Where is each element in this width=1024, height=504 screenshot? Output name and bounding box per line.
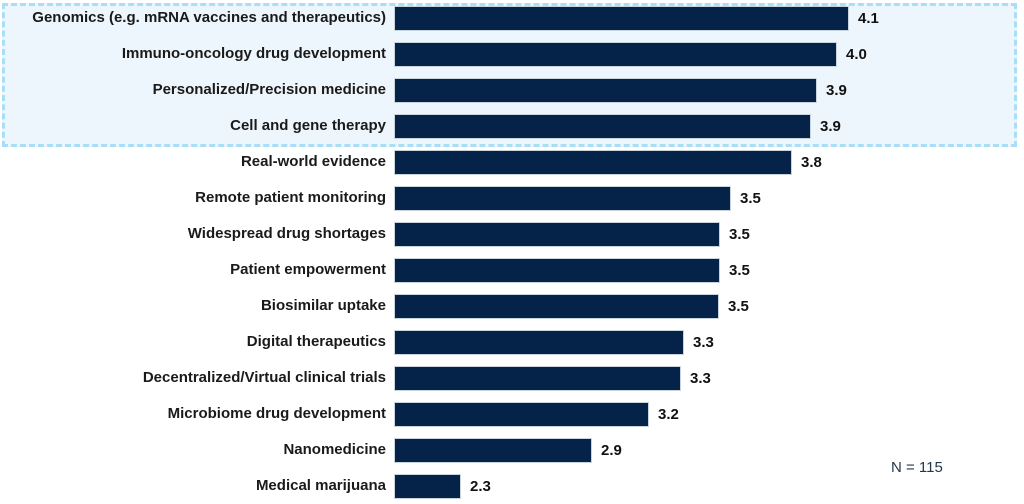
chart-row: Microbiome drug development 3.2 bbox=[0, 396, 1024, 432]
category-label: Cell and gene therapy bbox=[230, 117, 386, 135]
sample-size-label: N = 115 bbox=[891, 459, 943, 476]
value-label: 3.5 bbox=[728, 297, 749, 315]
chart-row: Digital therapeutics 3.3 bbox=[0, 324, 1024, 360]
chart-row: Nanomedicine 2.9 bbox=[0, 432, 1024, 468]
value-label: 3.5 bbox=[729, 261, 750, 279]
category-label: Nanomedicine bbox=[283, 441, 386, 459]
value-label: 3.9 bbox=[826, 81, 847, 99]
chart-row: Biosimilar uptake 3.5 bbox=[0, 288, 1024, 324]
value-label: 4.0 bbox=[846, 45, 867, 63]
chart-row: Patient empowerment 3.5 bbox=[0, 252, 1024, 288]
category-label: Digital therapeutics bbox=[246, 333, 386, 351]
category-label: Genomics (e.g. mRNA vaccines and therape… bbox=[32, 9, 386, 27]
chart-row: Personalized/Precision medicine 3.9 bbox=[0, 72, 1024, 108]
category-label: Immuno-oncology drug development bbox=[121, 45, 386, 63]
category-label: Medical marijuana bbox=[255, 477, 386, 495]
chart-row: Medical marijuana 2.3 bbox=[0, 468, 1024, 504]
value-label: 2.9 bbox=[601, 441, 622, 459]
bar bbox=[394, 473, 461, 499]
bar bbox=[394, 5, 849, 31]
value-label: 3.8 bbox=[801, 153, 822, 171]
category-label: Microbiome drug development bbox=[167, 405, 386, 423]
category-label: Real-world evidence bbox=[240, 153, 386, 171]
value-label: 3.9 bbox=[820, 117, 841, 135]
value-label: 3.3 bbox=[693, 333, 714, 351]
bar bbox=[394, 113, 811, 139]
bar bbox=[394, 401, 649, 427]
chart-row: Decentralized/Virtual clinical trials 3.3 bbox=[0, 360, 1024, 396]
category-label: Patient empowerment bbox=[230, 261, 386, 279]
value-label: 3.2 bbox=[658, 405, 679, 423]
bar bbox=[394, 329, 684, 355]
bar bbox=[394, 185, 731, 211]
bar bbox=[394, 41, 837, 67]
chart-row: Immuno-oncology drug development 4.0 bbox=[0, 36, 1024, 72]
chart-row: Remote patient monitoring 3.5 bbox=[0, 180, 1024, 216]
category-label: Personalized/Precision medicine bbox=[152, 81, 386, 99]
chart-row: Genomics (e.g. mRNA vaccines and therape… bbox=[0, 0, 1024, 36]
chart-row: Real-world evidence 3.8 bbox=[0, 144, 1024, 180]
category-label: Decentralized/Virtual clinical trials bbox=[142, 369, 386, 387]
value-label: 4.1 bbox=[858, 9, 879, 27]
bar bbox=[394, 221, 720, 247]
category-label: Remote patient monitoring bbox=[195, 189, 386, 207]
value-label: 3.3 bbox=[690, 369, 711, 387]
value-label: 3.5 bbox=[729, 225, 750, 243]
bar bbox=[394, 293, 719, 319]
chart-row: Cell and gene therapy 3.9 bbox=[0, 108, 1024, 144]
bar bbox=[394, 149, 792, 175]
bar bbox=[394, 365, 681, 391]
bar bbox=[394, 257, 720, 283]
category-label: Widespread drug shortages bbox=[187, 225, 386, 243]
chart-row: Widespread drug shortages 3.5 bbox=[0, 216, 1024, 252]
bar bbox=[394, 437, 592, 463]
value-label: 3.5 bbox=[740, 189, 761, 207]
category-label: Biosimilar uptake bbox=[260, 297, 386, 315]
value-label: 2.3 bbox=[470, 477, 491, 495]
bar bbox=[394, 77, 817, 103]
